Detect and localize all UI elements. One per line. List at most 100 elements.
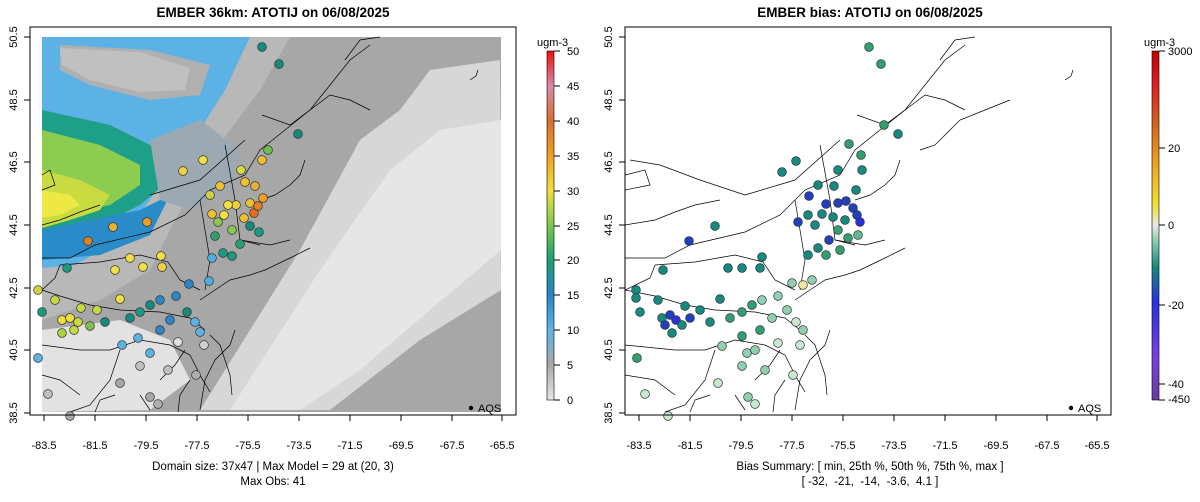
bias-site-marker bbox=[713, 378, 723, 388]
y-tick-label: 40.5 bbox=[8, 339, 20, 360]
x-tick-label: -73.5 bbox=[881, 440, 906, 452]
bias-site-marker bbox=[777, 167, 787, 177]
bias-site-marker bbox=[631, 293, 641, 303]
bias-site-marker bbox=[855, 217, 865, 227]
y-tick-label: 46.5 bbox=[8, 151, 20, 172]
colorbar-tick: 10 bbox=[567, 325, 579, 337]
bias-site-marker bbox=[833, 198, 843, 208]
bias-site-marker bbox=[798, 280, 808, 290]
left-model-field bbox=[42, 37, 501, 412]
bias-site-marker bbox=[737, 331, 747, 341]
footer-line: Domain size: 37x47 | Max Model = 29 at (… bbox=[152, 461, 394, 473]
x-tick-label: -75.5 bbox=[830, 440, 855, 452]
aqs-site-marker bbox=[62, 263, 72, 273]
bias-site-marker bbox=[658, 265, 668, 275]
bias-site-marker bbox=[757, 252, 767, 262]
aqs-site-marker bbox=[263, 145, 273, 155]
x-tick-label: -83.5 bbox=[626, 440, 651, 452]
aqs-site-marker bbox=[155, 295, 165, 305]
y-tick-label: 40.5 bbox=[603, 339, 615, 360]
left-y-axis bbox=[24, 36, 31, 414]
colorbar-tick: -450 bbox=[1168, 394, 1190, 406]
aqs-site-marker bbox=[204, 276, 214, 286]
aqs-site-marker bbox=[245, 221, 255, 231]
aqs-site-marker bbox=[236, 165, 246, 175]
right-x-tick-labels: -83.5 -81.5 -79.5 -77.5 -75.5 -73.5 -71.… bbox=[626, 440, 1109, 452]
bias-site-marker bbox=[737, 307, 747, 317]
bias-site-marker bbox=[791, 156, 801, 166]
right-boundaries bbox=[625, 36, 1074, 413]
colorbar-tick: 20 bbox=[567, 255, 579, 267]
bias-site-marker bbox=[810, 220, 820, 230]
right-plot-frame bbox=[624, 26, 1112, 416]
bias-site-marker bbox=[841, 196, 851, 206]
bias-site-marker bbox=[632, 353, 642, 363]
aqs-site-marker bbox=[182, 307, 192, 317]
aqs-site-marker bbox=[115, 294, 125, 304]
bias-site-marker bbox=[795, 340, 805, 350]
aqs-site-marker bbox=[100, 317, 110, 327]
aqs-site-marker bbox=[50, 295, 60, 305]
left-x-axis bbox=[43, 414, 503, 421]
bias-site-marker bbox=[803, 210, 813, 220]
aqs-site-marker bbox=[76, 303, 86, 313]
bias-site-marker bbox=[813, 243, 823, 253]
aqs-site-marker bbox=[257, 155, 267, 165]
bias-site-marker bbox=[798, 325, 808, 335]
aqs-site-marker bbox=[153, 399, 163, 409]
aqs-site-marker bbox=[133, 333, 143, 343]
aqs-site-marker bbox=[190, 317, 200, 327]
aqs-site-marker bbox=[198, 155, 208, 165]
legend-label: AQS bbox=[478, 403, 501, 415]
bias-site-marker bbox=[821, 250, 831, 260]
aqs-site-marker bbox=[83, 236, 93, 246]
aqs-site-marker bbox=[235, 239, 245, 249]
left-x-tick-labels: -83.5 -81.5 -79.5 -77.5 -75.5 -73.5 -71.… bbox=[31, 440, 514, 452]
y-tick-label: 42.5 bbox=[603, 277, 615, 298]
x-tick-label: -65.5 bbox=[1084, 440, 1109, 452]
bias-site-marker bbox=[817, 209, 827, 219]
aqs-site-marker bbox=[33, 353, 43, 363]
bias-site-marker bbox=[750, 345, 760, 355]
bias-site-marker bbox=[843, 233, 853, 243]
y-tick-label: 38.5 bbox=[603, 402, 615, 423]
aqs-site-marker bbox=[215, 181, 225, 191]
left-footer: Domain size: 37x47 | Max Model = 29 at (… bbox=[152, 461, 394, 488]
x-tick-label: -81.5 bbox=[82, 440, 107, 452]
aqs-site-marker bbox=[207, 209, 217, 219]
bias-site-marker bbox=[813, 180, 823, 190]
aqs-site-marker bbox=[184, 279, 194, 289]
bias-site-marker bbox=[848, 203, 858, 213]
right-legend: AQS bbox=[1068, 403, 1101, 415]
colorbar-tick: 0 bbox=[1168, 220, 1174, 232]
bias-site-marker bbox=[864, 42, 874, 52]
bias-site-marker bbox=[824, 235, 834, 245]
aqs-site-marker bbox=[219, 210, 229, 220]
colorbar-tick: 45 bbox=[567, 81, 579, 93]
bias-site-marker bbox=[660, 320, 670, 330]
aqs-site-marker bbox=[156, 251, 166, 261]
bias-site-marker bbox=[737, 263, 747, 273]
aqs-site-marker bbox=[253, 201, 263, 211]
footer-line: [ -32, -21, -14, -3.6, 4.1 ] bbox=[802, 476, 939, 488]
bias-site-marker bbox=[893, 129, 903, 139]
aqs-site-marker bbox=[125, 313, 135, 323]
aqs-site-marker bbox=[178, 166, 188, 176]
aqs-site-marker bbox=[145, 348, 155, 358]
aqs-site-marker bbox=[115, 378, 125, 388]
colorbar-tick: 3000 bbox=[1168, 46, 1192, 58]
bias-site-marker bbox=[807, 275, 817, 285]
bias-site-marker bbox=[876, 59, 886, 69]
bias-site-marker bbox=[663, 411, 673, 421]
legend-dot-icon bbox=[1068, 405, 1074, 411]
aqs-site-marker bbox=[33, 285, 43, 295]
bias-site-marker bbox=[844, 139, 854, 149]
bias-site-marker bbox=[747, 300, 757, 310]
bias-site-marker bbox=[803, 250, 813, 260]
right-y-tick-labels: 38.5 40.5 42.5 44.5 46.5 48.5 50.5 bbox=[603, 26, 615, 423]
aqs-site-marker bbox=[227, 225, 237, 235]
aqs-site-marker bbox=[65, 411, 75, 421]
x-tick-label: -79.5 bbox=[133, 440, 158, 452]
aqs-site-marker bbox=[43, 389, 53, 399]
bias-site-marker bbox=[742, 348, 752, 358]
